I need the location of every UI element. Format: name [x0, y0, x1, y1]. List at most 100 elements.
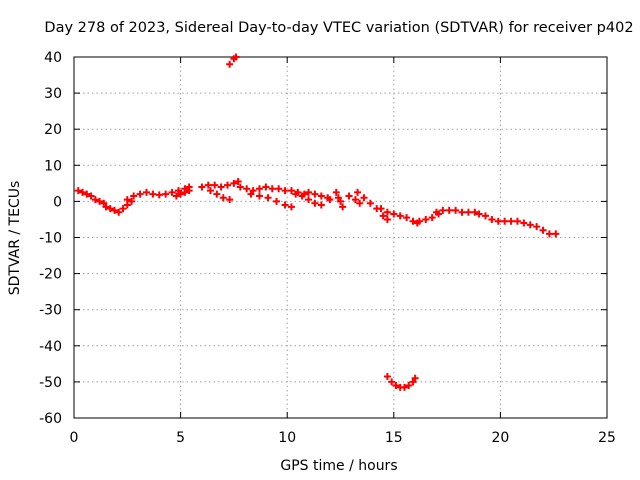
- data-point-marker: [232, 53, 240, 61]
- data-point-marker: [100, 199, 108, 207]
- series-arc-11: [305, 188, 334, 204]
- data-point-marker: [432, 208, 440, 216]
- data-point-marker: [287, 187, 295, 195]
- data-point-marker: [311, 190, 319, 198]
- data-point-marker: [317, 192, 325, 200]
- data-point-marker: [409, 378, 417, 386]
- series-arc-5: [198, 178, 242, 191]
- series-arc-13: [345, 192, 364, 207]
- data-point-marker: [452, 206, 460, 214]
- data-point-marker: [360, 194, 368, 202]
- data-point-marker: [388, 378, 396, 386]
- data-point-marker: [520, 219, 528, 227]
- data-point-marker: [236, 183, 244, 191]
- data-point-marker: [234, 178, 242, 186]
- data-point-marker: [411, 374, 419, 382]
- y-tick-label: -40: [39, 339, 62, 355]
- data-point-marker: [422, 215, 430, 223]
- data-point-marker: [392, 382, 400, 390]
- data-point-marker: [526, 221, 534, 229]
- data-point-marker: [332, 188, 340, 196]
- data-point-marker: [383, 215, 391, 223]
- data-point-marker: [481, 212, 489, 220]
- data-point-marker: [204, 181, 212, 189]
- data-point-marker: [174, 187, 182, 195]
- data-point-marker: [130, 192, 138, 200]
- data-point-marker: [226, 196, 234, 204]
- data-point-marker: [383, 372, 391, 380]
- data-point-marker: [471, 208, 479, 216]
- y-tick-label: -10: [39, 231, 62, 247]
- data-point-marker: [366, 199, 374, 207]
- y-tick-label: -50: [39, 375, 62, 391]
- data-point-marker: [501, 217, 509, 225]
- data-point-marker: [181, 188, 189, 196]
- y-tick-label: 10: [44, 158, 62, 174]
- y-tick-label: -60: [39, 411, 62, 427]
- x-tick-label: 0: [70, 430, 79, 446]
- data-point-marker: [247, 190, 255, 198]
- series-arc-1: [74, 187, 108, 207]
- data-point-marker: [255, 185, 263, 193]
- data-point-marker: [405, 382, 413, 390]
- data-point-marker: [513, 217, 521, 225]
- data-point-marker: [172, 192, 180, 200]
- data-point-marker: [119, 205, 127, 213]
- data-point-marker: [136, 190, 144, 198]
- data-point-marker: [409, 217, 417, 225]
- series-arc-16: [383, 372, 419, 391]
- data-point-marker: [198, 183, 206, 191]
- data-point-marker: [262, 183, 270, 191]
- data-point-marker: [415, 217, 423, 225]
- data-point-marker: [334, 194, 342, 202]
- data-point-marker: [275, 185, 283, 193]
- data-point-marker: [264, 194, 272, 202]
- data-point-marker: [217, 183, 225, 191]
- data-point-marker: [281, 201, 289, 209]
- data-point-marker: [142, 188, 150, 196]
- data-point-marker: [213, 190, 221, 198]
- data-point-marker: [345, 192, 353, 200]
- data-point-marker: [339, 203, 347, 211]
- data-point-marker: [488, 215, 496, 223]
- data-point-marker: [507, 217, 515, 225]
- data-point-marker: [400, 383, 408, 391]
- data-point-marker: [552, 230, 560, 238]
- series-arc-10: [292, 190, 325, 209]
- x-tick-label: 20: [491, 430, 509, 446]
- data-point-marker: [168, 188, 176, 196]
- data-point-marker: [219, 194, 227, 202]
- data-point-marker: [292, 190, 300, 198]
- series-arc-17: [415, 210, 443, 225]
- data-point-marker: [83, 190, 91, 198]
- data-point-marker: [439, 206, 447, 214]
- data-point-marker: [224, 181, 232, 189]
- x-axis-label: GPS time / hours: [280, 458, 397, 474]
- data-point-marker: [281, 187, 289, 195]
- x-tick-label: 25: [598, 430, 616, 446]
- data-point-marker: [539, 226, 547, 234]
- data-point-marker: [123, 196, 131, 204]
- y-tick-label: -20: [39, 267, 62, 283]
- data-point-marker: [128, 197, 136, 205]
- data-point-marker: [354, 188, 362, 196]
- data-point-marker: [475, 210, 483, 218]
- data-point-marker: [383, 208, 391, 216]
- data-point-marker: [545, 230, 553, 238]
- data-point-marker: [226, 60, 234, 68]
- data-point-marker: [91, 196, 99, 204]
- data-point-marker: [326, 196, 334, 204]
- series-arc-20: [513, 217, 560, 238]
- data-point-marker: [162, 190, 170, 198]
- data-point-marker: [273, 197, 281, 205]
- data-point-marker: [102, 203, 110, 211]
- series-arc-18: [432, 206, 479, 216]
- data-point-marker: [379, 212, 387, 220]
- data-point-marker: [464, 208, 472, 216]
- series-arc-8: [236, 183, 308, 198]
- data-points: [74, 53, 560, 391]
- data-point-marker: [337, 197, 344, 205]
- data-point-marker: [317, 201, 325, 209]
- series-arc-7: [226, 53, 240, 68]
